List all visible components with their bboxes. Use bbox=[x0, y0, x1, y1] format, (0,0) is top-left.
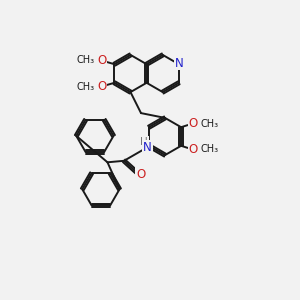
Text: CH₃: CH₃ bbox=[76, 55, 94, 65]
Text: N: N bbox=[143, 141, 152, 154]
Text: O: O bbox=[97, 54, 106, 67]
Text: N: N bbox=[175, 56, 184, 70]
Text: O: O bbox=[136, 168, 146, 181]
Text: CH₃: CH₃ bbox=[200, 118, 219, 129]
Text: O: O bbox=[188, 117, 198, 130]
Text: CH₃: CH₃ bbox=[200, 144, 219, 154]
Text: CH₃: CH₃ bbox=[76, 82, 94, 92]
Text: O: O bbox=[188, 143, 198, 156]
Text: O: O bbox=[97, 80, 106, 93]
Text: H: H bbox=[140, 137, 148, 147]
